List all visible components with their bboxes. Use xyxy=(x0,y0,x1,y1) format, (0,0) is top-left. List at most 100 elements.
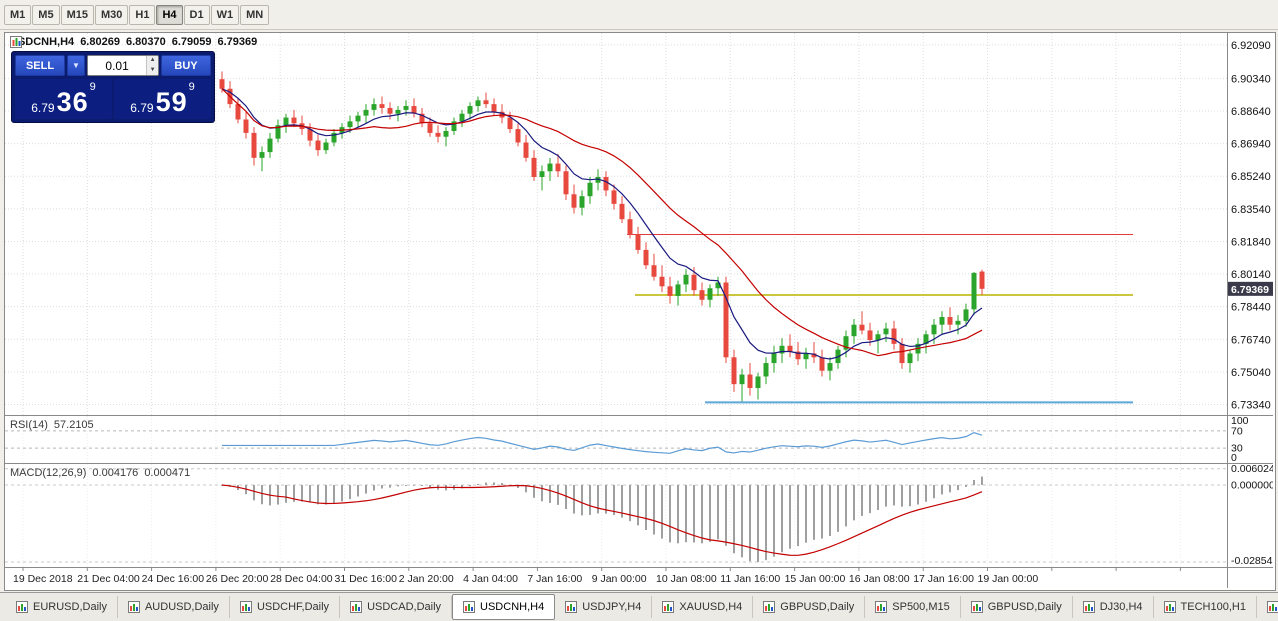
macd-axis-label: -0.028549 xyxy=(1231,555,1273,567)
symbol-tab-usdcnh-h4[interactable]: USDCNH,H4 xyxy=(452,594,556,620)
symbol-tab-usdcad-daily[interactable]: USDCAD,Daily xyxy=(340,596,453,618)
buy-price-display[interactable]: 6.79 59 9 xyxy=(114,79,211,119)
time-axis-label: 15 Jan 00:00 xyxy=(785,573,846,585)
trade-widget-controls-row: SELL ▼ ▲ ▼ BUY xyxy=(15,55,211,76)
symbol-tab-label: USDCNH,H4 xyxy=(480,601,545,613)
buy-price-big-digits: 59 xyxy=(155,87,188,117)
symbol-tab-label: USDCAD,Daily xyxy=(367,601,442,613)
symbol-tab-eurusd-daily[interactable]: EURUSD,Daily xyxy=(6,596,118,618)
symbol-tab-label: DJ30,H4 xyxy=(1099,601,1143,613)
price-axis-label: 6.85240 xyxy=(1231,171,1271,183)
tab-chart-icon xyxy=(350,601,363,613)
price-axis-label: 6.83540 xyxy=(1231,204,1271,216)
sell-price-big-digits: 36 xyxy=(56,87,89,117)
tab-chart-icon xyxy=(463,601,476,613)
time-axis-label: 24 Dec 16:00 xyxy=(142,573,205,585)
price-axis-label: 6.76740 xyxy=(1231,334,1271,346)
time-axis-label: 19 Jan 00:00 xyxy=(978,573,1039,585)
time-axis-label: 10 Jan 08:00 xyxy=(656,573,717,585)
symbol-tab-label: XAUUSD,H4 xyxy=(679,601,743,613)
timeframe-button-h4[interactable]: H4 xyxy=(156,4,183,25)
tab-chart-icon xyxy=(1082,601,1095,613)
buy-price-prefix: 6.79 xyxy=(130,101,154,115)
sell-price-prefix: 6.79 xyxy=(31,101,55,115)
ma-slow-line xyxy=(221,88,983,357)
symbol-tab-label: USDJPY,H4 xyxy=(582,601,642,613)
trade-widget-prices-row: 6.79 36 9 6.79 59 9 xyxy=(15,79,211,119)
symbol-tab-bar: EURUSD,Daily AUDUSD,Daily USDCHF,Daily USDC… xyxy=(0,592,1278,621)
tab-chart-icon xyxy=(763,601,776,613)
symbol-tab-gbpusd-daily[interactable]: GBPUSD,Daily xyxy=(753,596,866,618)
buy-button[interactable]: BUY xyxy=(161,55,211,76)
price-axis-label: 6.92090 xyxy=(1231,40,1271,52)
chart-window: 6.92090 6.90340 6.88640 6.86940 6.85240 6.835… xyxy=(4,32,1276,591)
symbol-tab-label: USDCHF,Daily xyxy=(256,601,330,613)
current-price-badge-text: 6.79369 xyxy=(1231,284,1269,296)
tab-chart-icon xyxy=(662,601,675,613)
rsi-pane: 100 70 30 0 RSI(14) 57.2105 xyxy=(5,415,1273,463)
symbol-tab-gbpusd-daily[interactable]: GBPUSD,Daily xyxy=(961,596,1073,618)
symbol-tab-dj30-h4[interactable]: DJ30,H4 xyxy=(1073,596,1154,618)
macd-axis-label: 0.006024 xyxy=(1231,464,1273,475)
timeframe-button-mn[interactable]: MN xyxy=(240,4,270,25)
sell-price-display[interactable]: 6.79 36 9 xyxy=(15,79,112,119)
symbol-tab-sp500-m15[interactable]: SP500,M15 xyxy=(865,596,961,618)
volume-spinner: ▲ ▼ xyxy=(146,56,158,75)
time-axis-label: 9 Jan 00:00 xyxy=(592,573,647,585)
price-axis-label: 6.90340 xyxy=(1231,73,1271,85)
symbol-tab-audusd-daily[interactable]: AUDUSD,Daily xyxy=(118,596,230,618)
volume-dropdown-button[interactable]: ▼ xyxy=(67,55,85,76)
volume-input[interactable] xyxy=(88,56,147,75)
sell-button[interactable]: SELL xyxy=(15,55,65,76)
time-axis-label: 16 Jan 08:00 xyxy=(849,573,910,585)
macd-indicator-chart[interactable]: 0.006024 0.000000 -0.028549 xyxy=(5,464,1273,567)
price-axis-label: 6.75040 xyxy=(1231,367,1271,379)
volume-decrease-button[interactable]: ▼ xyxy=(147,65,158,75)
time-axis-label: 21 Dec 04:00 xyxy=(77,573,140,585)
price-axis-label: 6.86940 xyxy=(1231,139,1271,151)
symbol-tab-xauusd-h4[interactable]: XAUUSD,H4 xyxy=(652,596,754,618)
symbol-tab-usdchf-daily[interactable]: USDCHF,Daily xyxy=(230,596,341,618)
time-axis-label: 11 Jan 16:00 xyxy=(720,573,780,585)
volume-field: ▲ ▼ xyxy=(87,55,159,76)
timeframe-button-m5[interactable]: M5 xyxy=(32,4,60,25)
time-axis[interactable]: 19 Dec 2018 21 Dec 04:00 24 Dec 16:00 26 De… xyxy=(5,567,1273,588)
ma-fast-line xyxy=(221,88,983,360)
sell-price-pip-digit: 9 xyxy=(89,81,96,93)
time-axis-labels: 19 Dec 2018 21 Dec 04:00 24 Dec 16:00 26 De… xyxy=(13,568,1228,588)
macd-histogram xyxy=(221,476,983,562)
time-axis-label: 28 Dec 04:00 xyxy=(270,573,333,585)
timeframe-button-w1[interactable]: W1 xyxy=(210,4,240,25)
volume-increase-button[interactable]: ▲ xyxy=(147,56,158,66)
time-axis-label: 2 Jan 20:00 xyxy=(399,573,454,585)
symbol-tab-tech100-h1[interactable]: TECH100,H1 xyxy=(1154,596,1257,618)
tab-chart-icon xyxy=(875,601,888,613)
time-axis-label: 31 Dec 16:00 xyxy=(335,573,398,585)
timeframe-button-m1[interactable]: M1 xyxy=(4,4,32,25)
symbol-tab-usdjpy-h4[interactable]: USDJPY,H4 xyxy=(555,596,653,618)
price-axis-label: 6.81840 xyxy=(1231,236,1271,248)
main-price-chart[interactable]: 6.92090 6.90340 6.88640 6.86940 6.85240 6.835… xyxy=(5,33,1273,415)
symbol-tab-label: AUDUSD,Daily xyxy=(144,601,219,613)
tab-chart-icon xyxy=(565,601,578,613)
grid-lines xyxy=(5,33,1227,415)
symbol-tab-ukoil-h1[interactable]: UKOil,H1 xyxy=(1257,596,1278,618)
timeframe-button-d1[interactable]: D1 xyxy=(183,4,210,25)
macd-axis-label: 0.000000 xyxy=(1231,480,1273,492)
main-chart-pane: 6.92090 6.90340 6.88640 6.86940 6.85240 6.835… xyxy=(5,33,1273,415)
time-axis-label: 4 Jan 04:00 xyxy=(463,573,518,585)
timeframe-button-h1[interactable]: H1 xyxy=(129,4,156,25)
tab-chart-icon xyxy=(970,601,983,613)
tab-chart-icon xyxy=(239,601,252,613)
timeframe-button-m15[interactable]: M15 xyxy=(60,4,94,25)
timeframe-button-m30[interactable]: M30 xyxy=(94,4,129,25)
rsi-axis-label: 30 xyxy=(1231,443,1243,455)
tab-chart-icon xyxy=(1163,601,1176,613)
price-axis-label: 6.80140 xyxy=(1231,269,1271,281)
time-axis-label: 17 Jan 16:00 xyxy=(913,573,974,585)
time-axis-label: 19 Dec 2018 xyxy=(13,573,73,585)
tab-chart-icon xyxy=(16,601,28,613)
current-price-badge xyxy=(1228,281,1273,296)
